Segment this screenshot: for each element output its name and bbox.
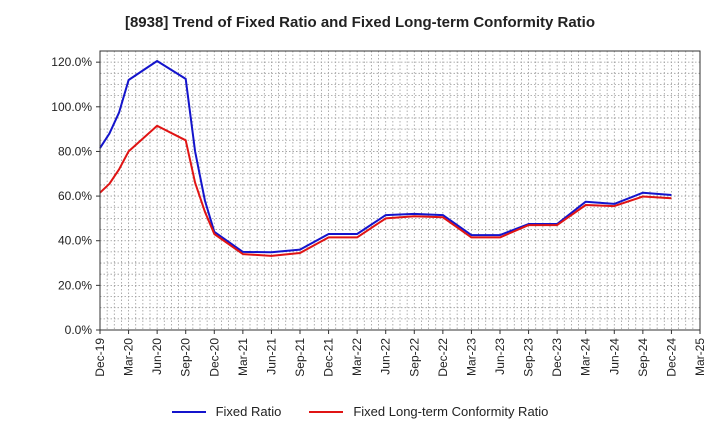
series-layer	[99, 60, 672, 257]
legend-item-fixed-long-term-conformity-ratio: Fixed Long-term Conformity Ratio	[309, 404, 548, 419]
x-tick-label: Dec-23	[550, 338, 564, 377]
x-tick-label: Mar-24	[579, 338, 593, 376]
chart-title: [8938] Trend of Fixed Ratio and Fixed Lo…	[124, 14, 596, 31]
x-tick-label: Sep-20	[179, 338, 193, 377]
x-tick-label: Dec-24	[664, 338, 678, 377]
x-tick-label: Dec-21	[322, 338, 336, 377]
y-tick-label: 80.0%	[58, 144, 92, 158]
x-tick-label: Mar-25	[693, 338, 707, 376]
x-tick-label: Mar-21	[236, 338, 250, 376]
x-tick-label: Jun-24	[607, 338, 621, 375]
x-tick-label: Sep-21	[293, 338, 307, 377]
x-tick-label: Sep-24	[636, 338, 650, 377]
legend-label-fixed-long-term-conformity-ratio: Fixed Long-term Conformity Ratio	[353, 404, 549, 419]
x-tick-label: Sep-23	[522, 338, 536, 377]
legend-label-fixed-ratio: Fixed Ratio	[215, 404, 282, 419]
legend-swatch-fixed-long-term-conformity-ratio	[309, 410, 344, 413]
x-tick-label: Dec-22	[436, 338, 450, 377]
y-tick-label: 20.0%	[58, 278, 92, 292]
x-tick-label: Mar-20	[122, 338, 136, 376]
y-tick-label: 120.0%	[51, 55, 92, 69]
y-tick-label: 60.0%	[58, 189, 92, 203]
x-tick-label: Dec-20	[207, 338, 221, 377]
legend-swatch-fixed-ratio	[171, 410, 206, 413]
series-line-fixed-long-term-conformity-ratio	[99, 124, 672, 257]
y-tick-label: 0.0%	[65, 323, 93, 337]
x-tick-label: Dec-19	[93, 338, 107, 377]
x-tick-label: Jun-20	[150, 338, 164, 375]
legend-item-fixed-ratio: Fixed Ratio	[171, 404, 282, 419]
legend: Fixed Ratio Fixed Long-term Conformity R…	[0, 404, 720, 419]
grid-layer	[100, 51, 700, 330]
y-tick-label: 40.0%	[58, 234, 92, 248]
x-tick-label: Jun-23	[493, 338, 507, 375]
y-tick-label: 100.0%	[51, 100, 92, 114]
plot-frame	[99, 50, 701, 331]
x-tick-label: Jun-21	[264, 338, 278, 375]
axis-layer: 0.0% 20.0% 40.0% 60.0% 80.0% 100.0% 120.0% Dec-…	[51, 50, 707, 377]
x-tick-label: Jun-22	[379, 338, 393, 375]
x-tick-label: Sep-22	[407, 338, 421, 377]
x-tick-label: Mar-23	[464, 338, 478, 376]
x-tick-label: Mar-22	[350, 338, 364, 376]
